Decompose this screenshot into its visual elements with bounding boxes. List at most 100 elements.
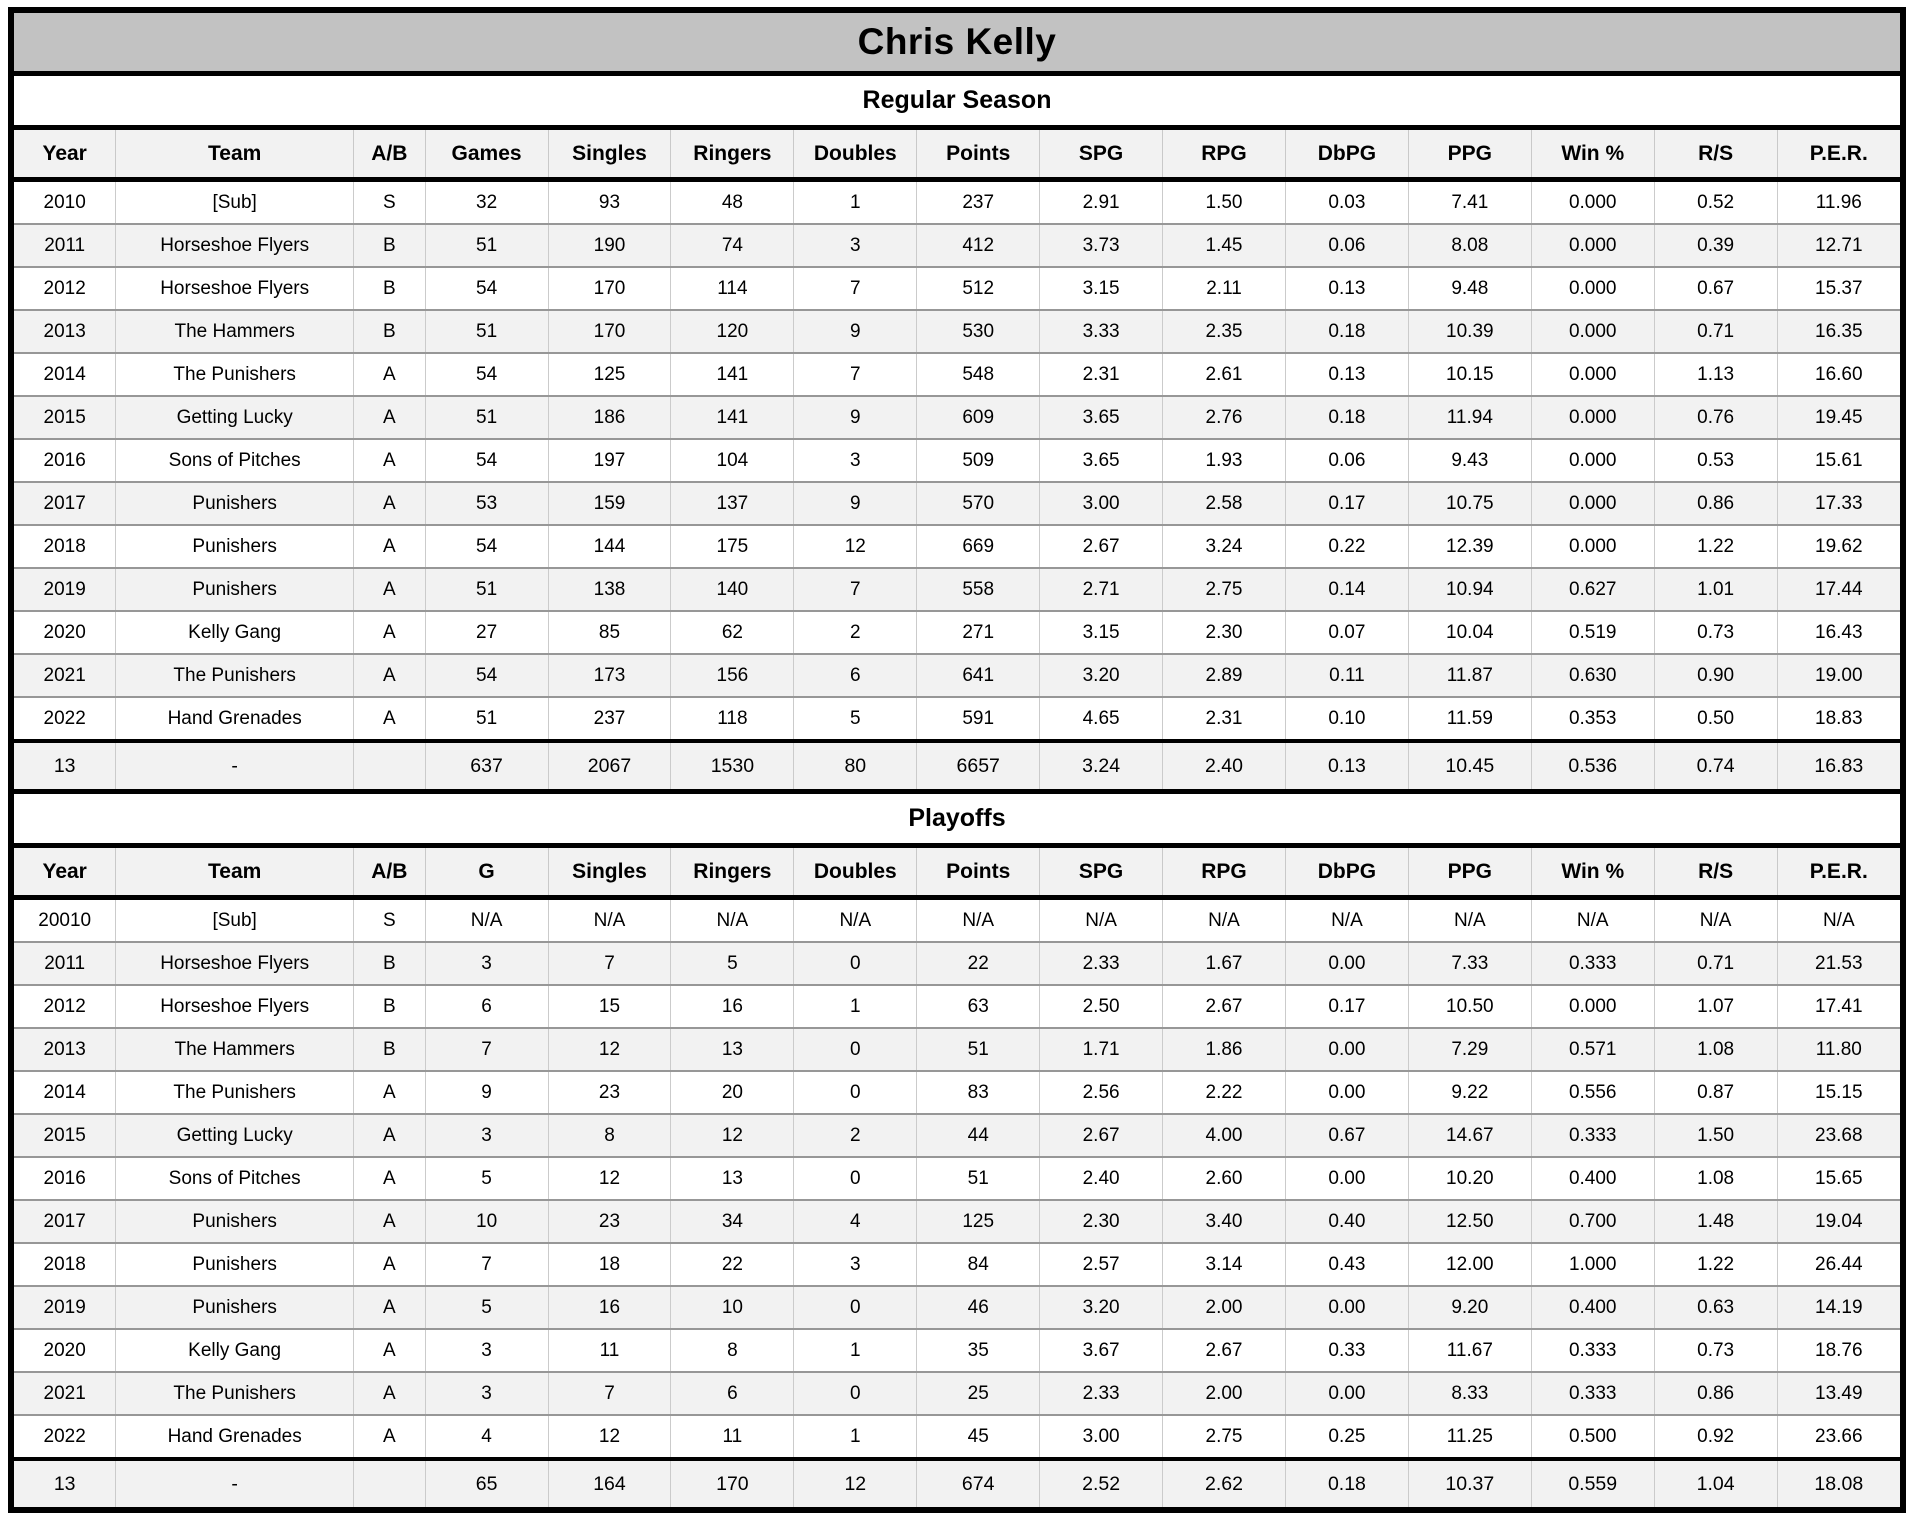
totals-cell [352,1457,426,1507]
column-header: RPG [1162,848,1286,900]
table-cell: 32 [424,179,549,224]
table-cell: 530 [916,309,1040,353]
table-cell: 7 [547,1371,671,1415]
table-cell: 10.20 [1407,1156,1532,1200]
table-cell: 0.00 [1284,1070,1409,1114]
table-cell: 0.06 [1284,223,1409,267]
table-cell: 0 [793,941,917,985]
table-cell: 2.75 [1162,1414,1286,1459]
header-row: Year Team A/B G Singles Ringers Doubles Points S… [14,848,1900,900]
table-cell: 2.67 [1162,1328,1286,1372]
section-regular-season: Regular Season Year Team A/B Games Singles Ri… [14,76,1900,794]
table-cell: 0.43 [1284,1242,1409,1286]
totals-cell: 6657 [916,739,1040,792]
totals-cell: 0.74 [1653,739,1778,792]
table-cell: 11.59 [1407,696,1532,741]
table-cell: 21.53 [1776,941,1900,985]
table-cell: 3.67 [1039,1328,1163,1372]
table-cell: 15 [547,984,671,1028]
table-cell: 2.71 [1039,567,1163,611]
table-cell: 7.33 [1407,941,1532,985]
totals-cell: 65 [424,1457,549,1507]
table-cell: 2010 [14,179,116,224]
table-cell: 0.333 [1530,1328,1655,1372]
table-cell: 1.71 [1039,1027,1163,1071]
totals-cell: 10.37 [1407,1457,1532,1507]
table-cell: 0.556 [1530,1070,1655,1114]
table-cell: 3 [424,1328,549,1372]
table-cell: 2.58 [1162,481,1286,525]
table-cell: 0.71 [1653,309,1778,353]
table-cell: 3.20 [1039,653,1163,697]
table-cell: 1 [793,984,917,1028]
table-cell: N/A [1039,897,1163,942]
table-cell: 2.67 [1039,1113,1163,1157]
table-row: 2021 The Punishers A 3 7 6 0 25 2.33 2.00 0.00 8.33… [14,1371,1900,1415]
table-cell: The Punishers [115,1371,354,1415]
table-cell: 3.40 [1162,1199,1286,1243]
table-cell: 0.67 [1284,1113,1409,1157]
table-cell: 0.000 [1530,438,1655,482]
table-cell: 18.83 [1776,696,1900,741]
table-row: 2014 The Punishers A 54 125 141 7 548 2.31 2.61 0.… [14,352,1900,396]
table-cell: A [352,1328,426,1372]
table-cell: 23.66 [1776,1414,1900,1459]
table-cell: A [352,1156,426,1200]
table-cell: Punishers [115,1199,354,1243]
table-cell: 0.500 [1530,1414,1655,1459]
table-row: 2016 Sons of Pitches A 54 197 104 3 509 3.65 1.93… [14,438,1900,482]
table-cell: N/A [1162,897,1286,942]
table-cell: 0.00 [1284,941,1409,985]
table-cell: 0.000 [1530,395,1655,439]
table-cell: Getting Lucky [115,1113,354,1157]
table-cell: 7 [793,266,917,310]
table-cell: 159 [547,481,671,525]
table-cell: 10.39 [1407,309,1532,353]
column-header: SPG [1039,130,1163,182]
table-cell: N/A [793,897,917,942]
totals-cell: 1530 [670,739,794,792]
table-cell: 12.50 [1407,1199,1532,1243]
table-cell: 2.60 [1162,1156,1286,1200]
table-cell: 84 [916,1242,1040,1286]
table-cell: 2.67 [1039,524,1163,568]
column-header: Doubles [793,848,917,900]
table-cell: 51 [424,395,549,439]
table-cell: 0.000 [1530,524,1655,568]
table-cell: 16.43 [1776,610,1900,654]
table-cell: 10.75 [1407,481,1532,525]
table-cell: 0.00 [1284,1027,1409,1071]
table-cell: 0.000 [1530,223,1655,267]
table-cell: 0.00 [1284,1285,1409,1329]
table-cell: 9.43 [1407,438,1532,482]
table-cell: A [352,524,426,568]
table-cell: 0.03 [1284,179,1409,224]
column-header: Year [14,848,116,900]
table-cell: 1.08 [1653,1027,1778,1071]
table-cell: A [352,653,426,697]
table-cell: 271 [916,610,1040,654]
table-cell: N/A [1284,897,1409,942]
table-cell: 10 [670,1285,794,1329]
table-cell: 3.33 [1039,309,1163,353]
playoffs-table: Year Team A/B G Singles Ringers Doubles Points S… [14,848,1900,1507]
table-cell: A [352,1113,426,1157]
table-cell: 20010 [14,897,116,942]
table-cell: 8 [670,1328,794,1372]
table-cell: 2.33 [1039,941,1163,985]
table-cell: 641 [916,653,1040,697]
table-cell: 0 [793,1070,917,1114]
table-cell: 0.87 [1653,1070,1778,1114]
table-cell: Hand Grenades [115,1414,354,1459]
totals-cell: 2.52 [1039,1457,1163,1507]
table-cell: 0.71 [1653,941,1778,985]
table-cell: A [352,1414,426,1459]
table-cell: 2018 [14,524,116,568]
table-cell: 2.00 [1162,1371,1286,1415]
table-row: 2022 Hand Grenades A 4 12 11 1 45 3.00 2.75 0.25 11… [14,1414,1900,1459]
table-cell: A [352,352,426,396]
table-cell: 2.56 [1039,1070,1163,1114]
table-cell: 2019 [14,567,116,611]
table-cell: 3 [793,223,917,267]
table-cell: 35 [916,1328,1040,1372]
